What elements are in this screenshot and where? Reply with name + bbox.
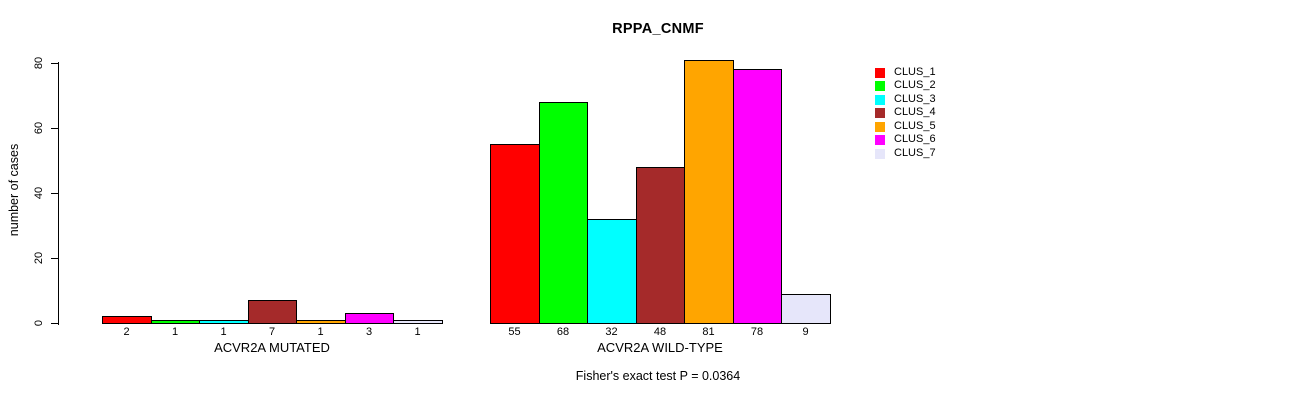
bar-clus_5 <box>684 60 734 324</box>
bar-value-label: 9 <box>802 326 809 338</box>
legend-swatch-clus_6 <box>875 134 885 145</box>
legend-item: CLUS_1 <box>875 66 936 79</box>
bar-clus_6 <box>733 69 782 324</box>
bar-value-label: 81 <box>702 326 715 338</box>
bar-value-label: 1 <box>171 326 179 338</box>
legend-swatch-clus_4 <box>875 107 885 118</box>
bar-clus_1 <box>102 316 152 324</box>
legend-label: CLUS_6 <box>894 133 936 145</box>
bar-value-label: 1 <box>220 326 227 338</box>
bar-clus_5 <box>296 320 346 324</box>
bar-value-label: 48 <box>653 326 667 338</box>
bar-clus_3 <box>199 320 249 324</box>
legend-item: CLUS_5 <box>875 120 936 133</box>
legend-swatch-clus_2 <box>875 80 885 91</box>
legend-item: CLUS_7 <box>875 147 936 160</box>
bar-value-label: 3 <box>365 326 373 338</box>
legend-item: CLUS_2 <box>875 79 936 92</box>
y-tick <box>51 63 58 64</box>
legend-label: CLUS_1 <box>894 66 936 78</box>
y-tick <box>51 323 58 324</box>
bar-clus_7 <box>393 320 443 324</box>
group-label: ACVR2A MUTATED <box>214 340 330 355</box>
bar-value-label: 55 <box>508 326 521 338</box>
y-tick <box>51 258 58 259</box>
legend-swatch-clus_5 <box>875 121 885 132</box>
chart-title: RPPA_CNMF <box>612 21 704 37</box>
y-tick-label: 60 <box>33 121 45 135</box>
bar-clus_1 <box>490 144 540 324</box>
fisher-test-note: Fisher's exact test P = 0.0364 <box>575 369 741 383</box>
bar-clus_6 <box>345 313 394 324</box>
legend-swatch-clus_1 <box>875 67 885 78</box>
bar-clus_4 <box>248 300 297 324</box>
bar-clus_7 <box>781 294 831 324</box>
legend-swatch-clus_7 <box>875 148 885 159</box>
bar-value-label: 78 <box>750 326 764 338</box>
y-tick-label: 20 <box>33 251 45 265</box>
y-axis-line <box>58 62 59 325</box>
legend-item: CLUS_4 <box>875 106 936 119</box>
bar-clus_2 <box>151 320 200 324</box>
bar-clus_4 <box>636 167 685 324</box>
bar-value-label: 68 <box>556 326 570 338</box>
bar-value-label: 1 <box>414 326 421 338</box>
legend-item: CLUS_6 <box>875 133 936 146</box>
y-tick <box>51 193 58 194</box>
group-label: ACVR2A WILD-TYPE <box>597 340 723 355</box>
bar-clus_2 <box>539 102 588 324</box>
legend-label: CLUS_5 <box>894 120 936 132</box>
y-tick <box>51 128 58 129</box>
bar-clus_3 <box>587 219 637 324</box>
bar-value-label: 32 <box>605 326 618 338</box>
bar-value-label: 1 <box>317 326 324 338</box>
y-tick-label: 40 <box>33 186 45 200</box>
legend-label: CLUS_2 <box>894 79 936 91</box>
y-axis-label: number of cases <box>7 143 21 237</box>
legend-item: CLUS_3 <box>875 93 936 106</box>
legend-label: CLUS_7 <box>894 147 936 159</box>
y-tick-label: 0 <box>33 319 45 327</box>
bar-value-label: 2 <box>123 326 130 338</box>
bar-value-label: 7 <box>268 326 276 338</box>
y-tick-label: 80 <box>33 56 45 70</box>
legend-label: CLUS_3 <box>894 93 936 105</box>
legend-swatch-clus_3 <box>875 94 885 105</box>
legend-label: CLUS_4 <box>894 106 936 118</box>
